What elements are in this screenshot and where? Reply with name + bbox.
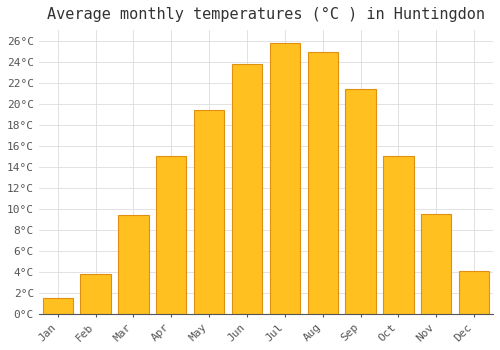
Bar (421, 214, 452, 314)
Bar (308, 52, 338, 314)
Bar (346, 89, 376, 314)
Bar (118, 215, 148, 314)
Bar (80, 274, 110, 314)
Bar (384, 156, 414, 314)
Bar (459, 271, 490, 314)
Bar (42, 298, 73, 314)
Bar (232, 64, 262, 314)
Bar (270, 43, 300, 314)
Bar (156, 156, 186, 314)
Bar (194, 110, 224, 314)
Title: Average monthly temperatures (°C ) in Huntingdon: Average monthly temperatures (°C ) in Hu… (47, 7, 485, 22)
